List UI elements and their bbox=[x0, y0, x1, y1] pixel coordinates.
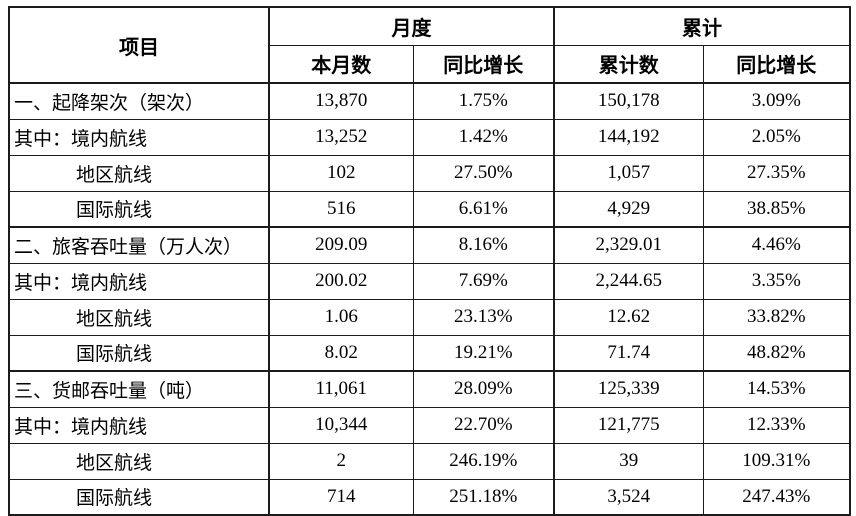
cumulative-value-cell: 2,244.65 bbox=[553, 262, 704, 300]
monthly-yoy-cell: 27.50% bbox=[412, 154, 555, 192]
cumulative-yoy-cell: 27.35% bbox=[702, 154, 851, 192]
header-sub-row: 本月数 同比增长 累计数 同比增长 bbox=[9, 44, 851, 84]
monthly-yoy-cell: 22.70% bbox=[412, 406, 555, 444]
cumulative-yoy-cell: 3.35% bbox=[702, 262, 851, 300]
cumulative-value-cell: 1,057 bbox=[553, 154, 704, 192]
table-row: 地区航线 102 27.50% 1,057 27.35% bbox=[8, 154, 851, 192]
header-item: 项目 bbox=[8, 6, 270, 84]
monthly-yoy-cell: 1.42% bbox=[412, 118, 555, 156]
item-label-cell: 其中：境内航线 bbox=[8, 118, 270, 156]
cumulative-value-cell: 3,524 bbox=[553, 478, 704, 516]
cumulative-yoy-cell: 14.53% bbox=[702, 370, 851, 408]
monthly-value-cell: 1.06 bbox=[268, 298, 414, 336]
table-row: 一、起降架次（架次） 13,870 1.75% 150,178 3.09% bbox=[8, 82, 851, 120]
table-row: 三、货邮吞吐量（吨） 11,061 28.09% 125,339 14.53% bbox=[8, 370, 851, 408]
cumulative-yoy-cell: 4.46% bbox=[702, 226, 851, 264]
monthly-value-cell: 8.02 bbox=[268, 334, 414, 372]
cumulative-value-cell: 39 bbox=[553, 442, 704, 480]
monthly-yoy-cell: 23.13% bbox=[412, 298, 555, 336]
monthly-yoy-cell: 8.16% bbox=[412, 226, 555, 264]
monthly-value-cell: 13,870 bbox=[268, 82, 414, 120]
item-label-cell: 一、起降架次（架次） bbox=[8, 82, 270, 120]
cumulative-yoy-cell: 33.82% bbox=[702, 298, 851, 336]
item-label-cell: 其中：境内航线 bbox=[8, 406, 270, 444]
monthly-value-cell: 11,061 bbox=[268, 370, 414, 408]
table-row: 其中：境内航线 10,344 22.70% 121,775 12.33% bbox=[8, 406, 851, 444]
header-monthly-value: 本月数 bbox=[268, 44, 414, 84]
cumulative-value-cell: 144,192 bbox=[553, 118, 704, 156]
table-row: 其中：境内航线 13,252 1.42% 144,192 2.05% bbox=[8, 118, 851, 156]
item-label-cell: 二、旅客吞吐量（万人次） bbox=[8, 226, 270, 264]
monthly-yoy-cell: 6.61% bbox=[412, 190, 555, 228]
monthly-value-cell: 13,252 bbox=[268, 118, 414, 156]
table-row: 二、旅客吞吐量（万人次） 209.09 8.16% 2,329.01 4.46% bbox=[8, 226, 851, 264]
table-row: 国际航线 714 251.18% 3,524 247.43% bbox=[8, 478, 851, 516]
table-row: 国际航线 516 6.61% 4,929 38.85% bbox=[8, 190, 851, 228]
cumulative-value-cell: 121,775 bbox=[553, 406, 704, 444]
cumulative-value-cell: 2,329.01 bbox=[553, 226, 704, 264]
monthly-value-cell: 714 bbox=[268, 478, 414, 516]
item-label-cell: 国际航线 bbox=[8, 190, 270, 228]
cumulative-yoy-cell: 247.43% bbox=[702, 478, 851, 516]
monthly-value-cell: 102 bbox=[268, 154, 414, 192]
header-cumulative-group: 累计 bbox=[553, 6, 851, 46]
statistics-table: 项目 月度 累计 本月数 同比增长 累计数 同比增长 一、起降架次（架次） 13… bbox=[8, 6, 851, 516]
header-group-row: 项目 月度 累计 bbox=[8, 6, 851, 84]
header-cumulative-value: 累计数 bbox=[553, 44, 704, 84]
monthly-yoy-cell: 28.09% bbox=[412, 370, 555, 408]
cumulative-value-cell: 4,929 bbox=[553, 190, 704, 228]
cumulative-value-cell: 150,178 bbox=[553, 82, 704, 120]
monthly-yoy-cell: 7.69% bbox=[412, 262, 555, 300]
cumulative-yoy-cell: 3.09% bbox=[702, 82, 851, 120]
monthly-yoy-cell: 246.19% bbox=[412, 442, 555, 480]
cumulative-value-cell: 125,339 bbox=[553, 370, 704, 408]
table-row: 地区航线 1.06 23.13% 12.62 33.82% bbox=[8, 298, 851, 336]
item-label-cell: 地区航线 bbox=[8, 442, 270, 480]
cumulative-yoy-cell: 109.31% bbox=[702, 442, 851, 480]
cumulative-yoy-cell: 12.33% bbox=[702, 406, 851, 444]
monthly-yoy-cell: 1.75% bbox=[412, 82, 555, 120]
table-row: 其中：境内航线 200.02 7.69% 2,244.65 3.35% bbox=[8, 262, 851, 300]
cumulative-yoy-cell: 38.85% bbox=[702, 190, 851, 228]
monthly-value-cell: 10,344 bbox=[268, 406, 414, 444]
header-monthly-group: 月度 bbox=[268, 6, 555, 46]
item-label-cell: 其中：境内航线 bbox=[8, 262, 270, 300]
monthly-value-cell: 200.02 bbox=[268, 262, 414, 300]
cumulative-yoy-cell: 48.82% bbox=[702, 334, 851, 372]
cumulative-value-cell: 12.62 bbox=[553, 298, 704, 336]
monthly-yoy-cell: 251.18% bbox=[412, 478, 555, 516]
monthly-value-cell: 516 bbox=[268, 190, 414, 228]
cumulative-yoy-cell: 2.05% bbox=[702, 118, 851, 156]
item-label-cell: 地区航线 bbox=[8, 154, 270, 192]
table-row: 地区航线 2 246.19% 39 109.31% bbox=[8, 442, 851, 480]
monthly-value-cell: 209.09 bbox=[268, 226, 414, 264]
item-label-cell: 国际航线 bbox=[8, 334, 270, 372]
item-label-cell: 地区航线 bbox=[8, 298, 270, 336]
item-label-cell: 三、货邮吞吐量（吨） bbox=[8, 370, 270, 408]
table-row: 国际航线 8.02 19.21% 71.74 48.82% bbox=[8, 334, 851, 372]
monthly-yoy-cell: 19.21% bbox=[412, 334, 555, 372]
cumulative-value-cell: 71.74 bbox=[553, 334, 704, 372]
header-cumulative-yoy: 同比增长 bbox=[702, 44, 851, 84]
item-label-cell: 国际航线 bbox=[8, 478, 270, 516]
header-monthly-yoy: 同比增长 bbox=[412, 44, 555, 84]
monthly-value-cell: 2 bbox=[268, 442, 414, 480]
